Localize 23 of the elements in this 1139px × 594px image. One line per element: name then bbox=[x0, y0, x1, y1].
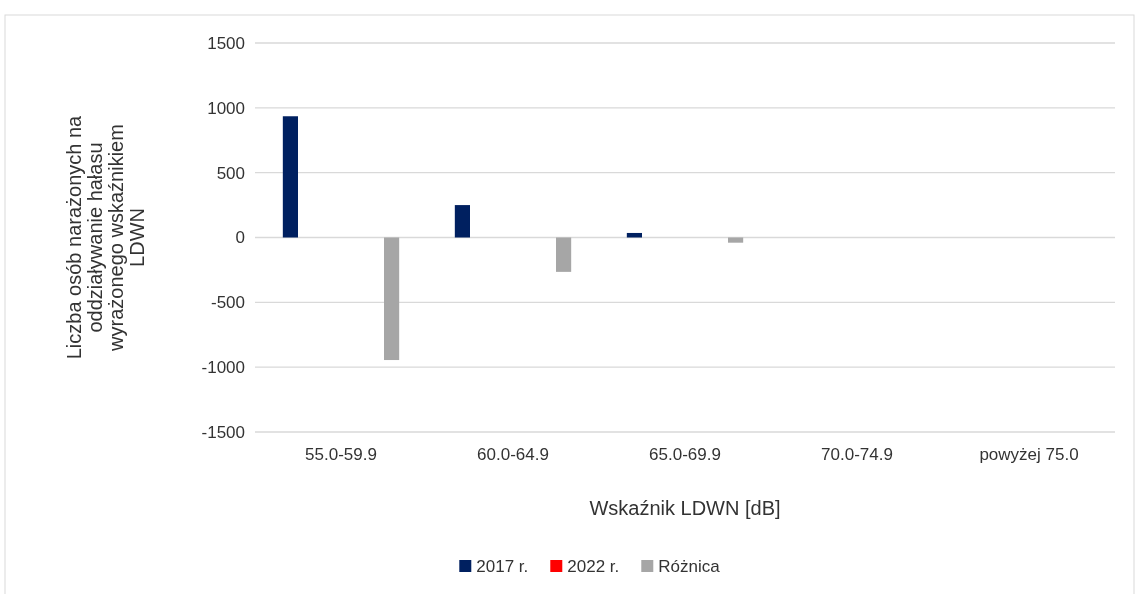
y-tick-label: 1000 bbox=[207, 98, 245, 118]
x-tick-label: 55.0-59.9 bbox=[305, 445, 377, 465]
y-axis-title: Liczba osób narażonych na oddziaływanie hałasu wyrażonego wskaźnikiem LDWN bbox=[62, 114, 148, 360]
bar bbox=[728, 237, 744, 243]
y-tick-label: 0 bbox=[235, 228, 245, 248]
x-tick-label: 70.0-74.9 bbox=[821, 445, 893, 465]
y-tick-label: 500 bbox=[216, 163, 245, 183]
x-tick-label: powyżej 75.0 bbox=[979, 445, 1079, 465]
legend-label: 2017 r. bbox=[476, 557, 529, 576]
y-tick-label: -500 bbox=[210, 293, 245, 313]
bar bbox=[556, 237, 572, 272]
y-tick-label: 1500 bbox=[207, 33, 245, 53]
bar bbox=[282, 116, 298, 238]
legend-label: 2022 r. bbox=[567, 557, 620, 576]
x-tick-label: 65.0-69.9 bbox=[649, 445, 721, 465]
bar bbox=[626, 232, 642, 238]
x-axis-title: Wskaźnik LDWN [dB] bbox=[589, 497, 781, 519]
bar bbox=[384, 237, 400, 361]
y-tick-label: -1500 bbox=[201, 422, 245, 442]
y-tick-label: -1000 bbox=[201, 358, 245, 378]
x-tick-label: 60.0-64.9 bbox=[477, 445, 549, 465]
legend-label: Różnica bbox=[658, 557, 721, 576]
bar bbox=[454, 205, 470, 238]
